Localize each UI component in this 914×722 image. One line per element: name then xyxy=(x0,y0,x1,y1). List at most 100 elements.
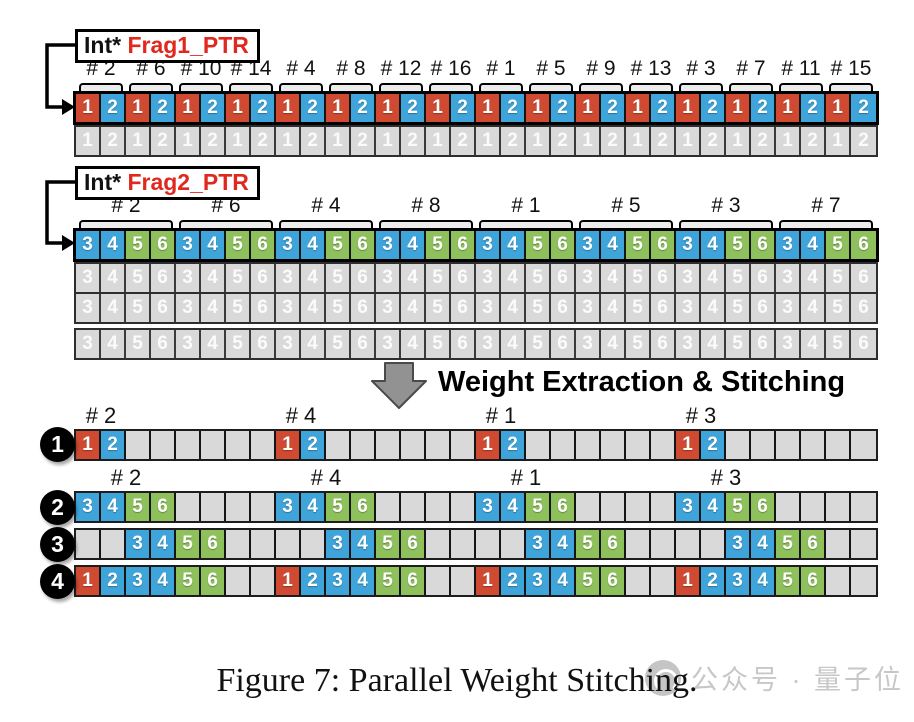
ghost-weight-cell: 1 xyxy=(526,127,551,155)
ghost-weight-cell: 5 xyxy=(426,330,451,358)
group-bracket xyxy=(629,83,673,91)
weight-cell: 1 xyxy=(176,94,201,122)
frag2-pointer-arrow-icon xyxy=(45,180,76,251)
ghost-weight-cell: 5 xyxy=(626,294,651,322)
ghost-weight-cell: 2 xyxy=(201,127,226,155)
ghost-weight-cell: 4 xyxy=(701,294,726,322)
empty-cell xyxy=(401,493,426,521)
ghost-weight-cell: 3 xyxy=(176,264,201,292)
empty-cell xyxy=(426,493,451,521)
empty-cell xyxy=(226,567,251,595)
ghost-weight-cell: 2 xyxy=(351,127,376,155)
fragment-index-header: # 1 xyxy=(511,194,541,217)
weight-cell: 1 xyxy=(576,94,601,122)
weight-cell: 2 xyxy=(201,94,226,122)
ghost-weight-cell: 1 xyxy=(726,127,751,155)
empty-cell xyxy=(601,431,626,459)
empty-cell xyxy=(376,493,401,521)
group-bracket xyxy=(729,83,773,91)
weight-cell: 4 xyxy=(301,493,326,521)
fragment-index-header: # 12 xyxy=(380,57,422,80)
empty-cell xyxy=(226,530,251,558)
weight-cell: 5 xyxy=(576,567,601,595)
weight-cell: 1 xyxy=(76,94,101,122)
ghost-weight-cell: 1 xyxy=(76,127,101,155)
fragment-index-header: # 15 xyxy=(830,57,872,80)
ghost-weight-cell: 4 xyxy=(201,330,226,358)
weight-cell: 6 xyxy=(251,231,276,259)
empty-cell xyxy=(526,431,551,459)
weight-cell: 1 xyxy=(726,94,751,122)
weight-cell: 2 xyxy=(701,431,726,459)
ghost-weight-cell: 3 xyxy=(576,294,601,322)
weight-cell: 1 xyxy=(376,94,401,122)
ghost-weight-cell: 3 xyxy=(376,294,401,322)
ghost-weight-cell: 4 xyxy=(801,294,826,322)
frag2-pointer-type: Int* xyxy=(84,169,122,195)
empty-cell xyxy=(576,493,601,521)
frag2-brackets xyxy=(76,220,876,228)
ghost-weight-cell: 3 xyxy=(476,330,501,358)
watermark: 公众号 · 量子位 xyxy=(645,658,904,697)
empty-cell xyxy=(826,493,851,521)
empty-cell xyxy=(201,431,226,459)
group-bracket xyxy=(129,83,173,91)
ghost-weight-cell: 4 xyxy=(101,294,126,322)
weight-cell: 2 xyxy=(801,94,826,122)
weight-cell: 2 xyxy=(501,94,526,122)
weight-cell: 5 xyxy=(776,567,801,595)
weight-cell: 5 xyxy=(126,493,151,521)
weight-cell: 4 xyxy=(751,567,776,595)
ghost-weight-cell: 3 xyxy=(76,294,101,322)
weight-cell: 1 xyxy=(476,567,501,595)
empty-cell xyxy=(826,567,851,595)
weight-cell: 2 xyxy=(501,567,526,595)
fragment-index-header: # 5 xyxy=(611,194,641,217)
empty-cell xyxy=(651,431,676,459)
ghost-weight-cell: 3 xyxy=(276,294,301,322)
weight-cell: 6 xyxy=(551,231,576,259)
weight-cell: 1 xyxy=(226,94,251,122)
weight-cell: 6 xyxy=(401,567,426,595)
empty-cell xyxy=(251,567,276,595)
weight-cell: 3 xyxy=(376,231,401,259)
empty-cell xyxy=(401,431,426,459)
ghost-weight-cell: 2 xyxy=(551,127,576,155)
weight-cell: 5 xyxy=(726,493,751,521)
weight-cell: 2 xyxy=(101,94,126,122)
group-bracket xyxy=(79,83,123,91)
group-bracket xyxy=(179,220,273,228)
empty-cell xyxy=(251,431,276,459)
group-bracket xyxy=(279,220,373,228)
empty-cell xyxy=(176,431,201,459)
weight-cell: 2 xyxy=(751,94,776,122)
weight-cell: 6 xyxy=(401,530,426,558)
ghost-weight-cell: 6 xyxy=(851,294,876,322)
result-index-header: # 4 xyxy=(285,403,317,428)
weight-cell: 2 xyxy=(651,94,676,122)
group-bracket xyxy=(679,220,773,228)
empty-cell xyxy=(326,431,351,459)
ghost-weight-cell: 5 xyxy=(226,264,251,292)
ghost-weight-cell: 6 xyxy=(251,294,276,322)
weight-cell: 3 xyxy=(76,231,101,259)
ghost-weight-cell: 3 xyxy=(76,330,101,358)
empty-cell xyxy=(226,431,251,459)
weight-cell: 4 xyxy=(151,530,176,558)
weight-cell: 5 xyxy=(176,530,201,558)
step-badge: 3 xyxy=(40,527,75,562)
weight-cell: 6 xyxy=(151,231,176,259)
empty-cell xyxy=(626,530,651,558)
weight-cell: 2 xyxy=(151,94,176,122)
weight-cell: 2 xyxy=(401,94,426,122)
ghost-weight-cell: 3 xyxy=(276,330,301,358)
group-bracket xyxy=(829,83,873,91)
empty-cell xyxy=(776,493,801,521)
ghost-weight-cell: 4 xyxy=(401,264,426,292)
ghost-weight-cell: 4 xyxy=(301,330,326,358)
ghost-weight-cell: 4 xyxy=(801,264,826,292)
weight-cell: 3 xyxy=(126,567,151,595)
ghost-weight-cell: 6 xyxy=(451,264,476,292)
